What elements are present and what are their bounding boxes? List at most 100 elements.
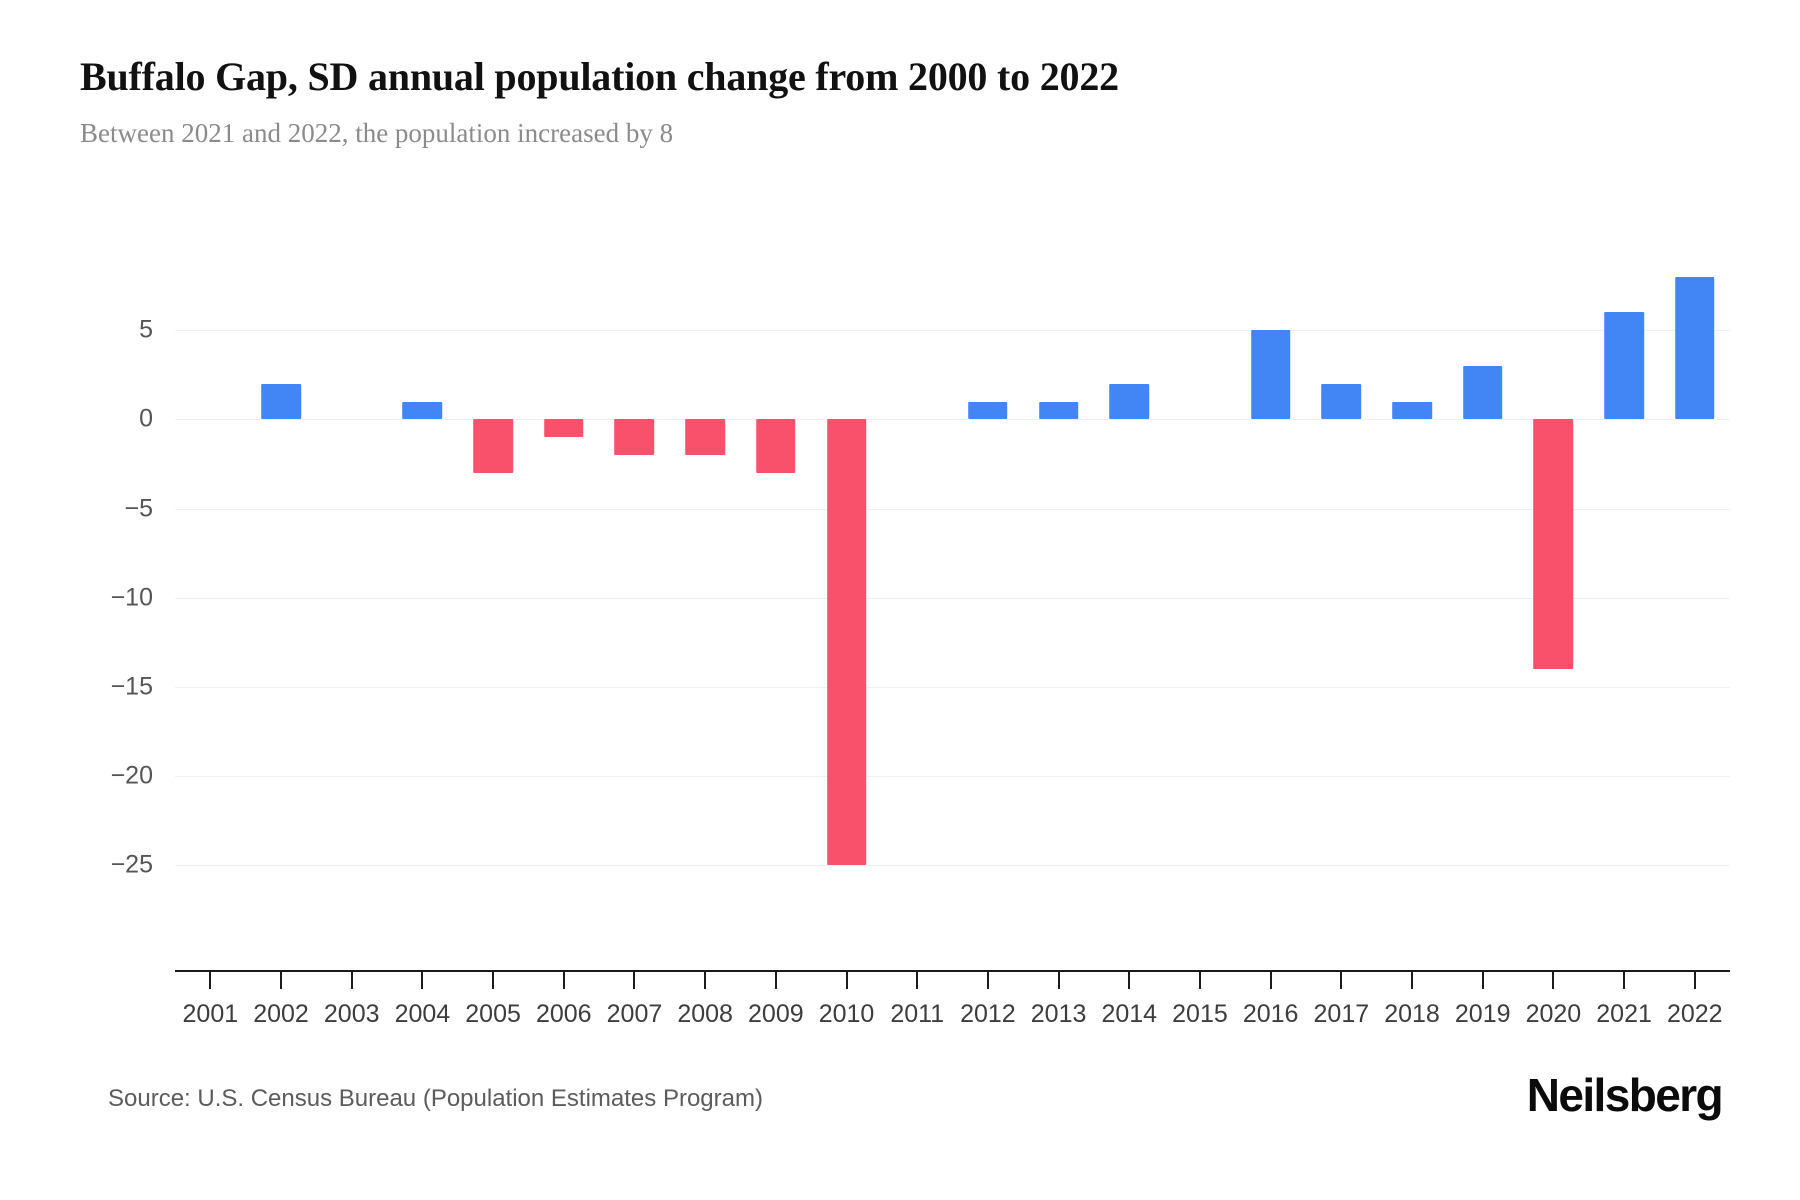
gridline--15 (175, 687, 1730, 689)
bar-2017[interactable] (1321, 383, 1362, 420)
bar-slot-2006[interactable] (528, 250, 599, 910)
x-axis-tick-mark (1693, 972, 1696, 989)
x-axis-tick-label: 2004 (394, 1000, 451, 1028)
x-axis-tick-mark (1198, 972, 1201, 989)
x-label-slot: 2003 (316, 1000, 387, 1040)
x-axis-tick-label: 2011 (890, 1000, 945, 1028)
bar-slot-2015[interactable] (1165, 250, 1236, 910)
bar-2008[interactable] (685, 419, 725, 456)
x-label-slot: 2021 (1589, 1000, 1660, 1040)
x-axis-tick-label: 2018 (1384, 1000, 1440, 1028)
bar-slot-2014[interactable] (1094, 250, 1165, 910)
bar-2020[interactable] (1533, 419, 1574, 670)
bar-2021[interactable] (1604, 312, 1644, 420)
x-tick-slot (175, 972, 246, 990)
gridline--20 (175, 776, 1730, 778)
x-tick-slot (811, 972, 882, 990)
x-label-slot: 2014 (1094, 1000, 1165, 1040)
brand-logo: Neilsberg (1526, 1069, 1724, 1121)
bar-2002[interactable] (261, 383, 301, 420)
x-axis-tick-mark (421, 972, 424, 989)
x-label-slot: 2005 (458, 1000, 529, 1040)
y-axis-tick-label: 5 (139, 315, 153, 344)
gridline--5 (175, 508, 1730, 510)
x-label-slot: 2020 (1518, 1000, 1589, 1040)
x-axis-tick-mark (845, 972, 848, 989)
x-label-slot: 2011 (882, 1000, 953, 1040)
page-title: Buffalo Gap, SD annual population change… (80, 54, 1119, 99)
y-axis-labels: 5 0 −5 −10 −15 −20 −25 (111, 250, 1730, 910)
x-tick-slot (741, 972, 812, 990)
x-axis-tick-label: 2005 (465, 1000, 521, 1028)
bar-slot-2004[interactable] (387, 250, 458, 910)
x-tick-slot (316, 972, 387, 990)
bar-2005[interactable] (473, 419, 513, 473)
x-tick-slot (1235, 972, 1306, 990)
bar-slot-2016[interactable] (1235, 250, 1306, 910)
x-axis-tick-label: 2014 (1101, 1000, 1158, 1028)
bar-2022[interactable] (1674, 276, 1715, 420)
bar-2016[interactable] (1250, 330, 1291, 420)
x-tick-slot (1659, 972, 1730, 990)
x-label-slot: 2012 (953, 1000, 1024, 1040)
x-axis-tick-label: 2015 (1172, 1000, 1228, 1028)
bar-2004[interactable] (402, 401, 443, 420)
bar-slot-2012[interactable] (953, 250, 1024, 910)
bar-slot-2005[interactable] (458, 250, 529, 910)
bar-2010[interactable] (826, 419, 867, 866)
x-axis-tick-label: 2019 (1454, 1000, 1511, 1028)
x-label-slot: 2022 (1659, 1000, 1730, 1040)
x-axis-tick-mark (350, 972, 353, 989)
plot-inner: 5 0 −5 −10 −15 −20 −25 (111, 250, 1730, 910)
bar-2009[interactable] (756, 419, 796, 473)
bar-2019[interactable] (1462, 365, 1503, 420)
x-axis-tick-label: 2017 (1313, 1000, 1370, 1028)
bar-slot-2013[interactable] (1023, 250, 1094, 910)
x-tick-slot (1447, 972, 1518, 990)
x-axis-labels: 2001 2002 2003 2004 2005 2006 2007 2008 2009 2010… (175, 1000, 1730, 1040)
bar-2006[interactable] (543, 419, 584, 438)
bar-slot-2007[interactable] (599, 250, 670, 910)
bar-slot-2009[interactable] (741, 250, 812, 910)
bar-2012[interactable] (968, 401, 1008, 420)
x-axis-tick-label: 2010 (818, 1000, 875, 1028)
bar-2007[interactable] (614, 419, 655, 456)
bar-slot-2022[interactable] (1659, 250, 1730, 910)
bar-2014[interactable] (1109, 383, 1150, 420)
x-label-slot: 2009 (741, 1000, 812, 1040)
bar-slot-2021[interactable] (1589, 250, 1660, 910)
x-axis-tick-mark (774, 972, 777, 989)
y-axis-tick-label: −10 (110, 583, 153, 612)
x-axis-line (175, 970, 1730, 972)
gridline--10 (175, 597, 1730, 599)
bar-slot-2017[interactable] (1306, 250, 1377, 910)
bar-slot-2011[interactable] (882, 250, 953, 910)
x-tick-slot (1165, 972, 1236, 990)
x-axis-tick-label: 2001 (182, 1000, 239, 1028)
x-axis-tick-mark (1057, 972, 1060, 989)
x-axis-tick-mark (704, 972, 707, 989)
bar-slot-2002[interactable] (246, 250, 317, 910)
bar-2013[interactable] (1038, 401, 1079, 420)
bar-slot-2001[interactable] (175, 250, 246, 910)
x-tick-slot (387, 972, 458, 990)
x-axis-tick-label: 2003 (323, 1000, 380, 1028)
bar-slot-2018[interactable] (1377, 250, 1448, 910)
x-axis-tick-label: 2009 (748, 1000, 804, 1028)
bar-slot-2010[interactable] (811, 250, 882, 910)
gridline-5 (175, 330, 1730, 332)
x-label-slot: 2016 (1235, 1000, 1306, 1040)
x-label-slot: 2006 (528, 1000, 599, 1040)
x-label-slot: 2002 (246, 1000, 317, 1040)
x-tick-slot (528, 972, 599, 990)
x-label-slot: 2013 (1023, 1000, 1094, 1040)
bar-2018[interactable] (1392, 401, 1432, 420)
bar-slot-2020[interactable] (1518, 250, 1589, 910)
bar-slot-2019[interactable] (1447, 250, 1518, 910)
bar-slot-2008[interactable] (670, 250, 741, 910)
x-tick-slot (1518, 972, 1589, 990)
x-axis-tick-mark (1481, 972, 1484, 989)
bar-slot-2003[interactable] (316, 250, 387, 910)
chart-header: Buffalo Gap, SD annual population change… (80, 52, 1720, 151)
